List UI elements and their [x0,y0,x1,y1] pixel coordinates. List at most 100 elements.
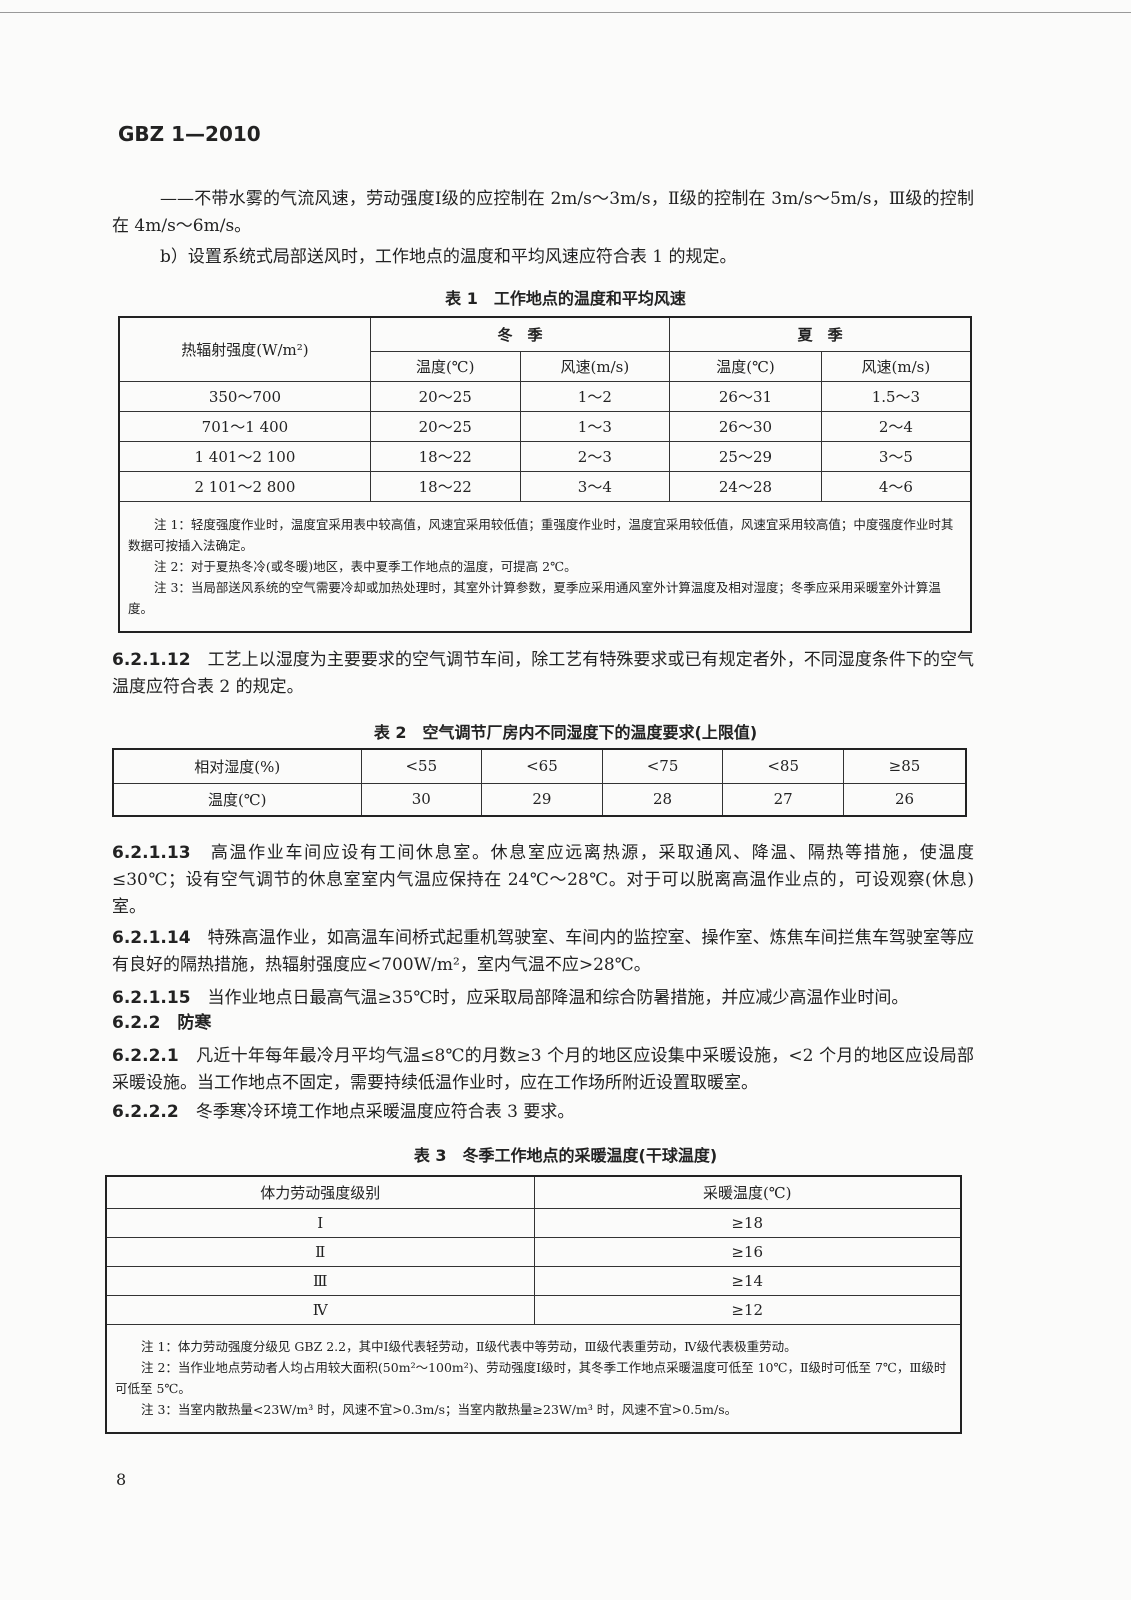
section-number: 6.2.2.2 [112,1102,179,1122]
section-6-2-1-12: 6.2.1.12 工艺上以湿度为主要要求的空气调节车间，除工艺有特殊要求或已有规… [112,647,974,701]
table3-notes: 注 1：体力劳动强度分级见 GBZ 2.2，其中Ⅰ级代表轻劳动，Ⅱ级代表中等劳动… [105,1323,962,1434]
cell: ≥14 [533,1265,962,1296]
table-row: Ⅰ ≥18 [105,1207,962,1238]
cell: 1～2 [519,380,671,412]
cell: 20～25 [369,380,521,412]
table-row: Ⅱ ≥16 [105,1236,962,1267]
note: 注 1：轻度强度作业时，温度宜采用表中较高值，风速宜采用较低值；重强度作业时，温… [128,516,954,553]
cell: 24～28 [669,470,822,502]
cell: 3～4 [519,470,671,502]
table-row: 1 401～2 100 18～22 2～3 25～29 3～5 [118,440,972,472]
table-row: Ⅳ ≥12 [105,1294,962,1325]
t1-header-winter: 冬 季 [369,316,671,352]
cell: Ⅰ [105,1207,535,1238]
note: 注 3：当室内散热量<23W/m³ 时，风速不宜>0.3m/s；当室内散热量≥2… [141,1402,738,1418]
section-6-2-2-2: 6.2.2.2 冬季寒冷环境工作地点采暖温度应符合表 3 要求。 [112,1099,974,1126]
section-number: 6.2.1.12 [112,650,191,670]
page-number: 8 [116,1470,127,1489]
note: 注 1：体力劳动强度分级见 GBZ 2.2，其中Ⅰ级代表轻劳动，Ⅱ级代表中等劳动… [141,1339,797,1355]
table3-title: 表 3 冬季工作地点的采暖温度(干球温度) [413,1146,718,1165]
cell: 701～1 400 [118,410,371,442]
t1-header-summer: 夏 季 [669,316,972,352]
header-cell: 体力劳动强度级别 [105,1175,535,1209]
cell: 2～4 [820,410,972,442]
section-text: 冬季寒冷环境工作地点采暖温度应符合表 3 要求。 [195,1102,575,1122]
cell: 18～22 [369,440,521,472]
cell: 2～3 [519,440,671,472]
paragraph-b: b）设置系统式局部送风时，工作地点的温度和平均风速应符合表 1 的规定。 [160,247,737,267]
table2: 相对湿度(%) <55 <65 <75 <85 ≥85 温度(℃) 30 29 28 27 26 [112,748,967,817]
cell: 30 [360,782,483,817]
cell: 1～3 [519,410,671,442]
cell: 2 101～2 800 [118,470,371,502]
cell: <65 [481,748,603,784]
table3: 体力劳动强度级别 采暖温度(℃) Ⅰ ≥18 Ⅱ ≥16 Ⅲ ≥14 Ⅳ ≥12 注 1：… [105,1175,962,1434]
section-6-2-1-13: 6.2.1.13 高温作业车间应设有工间休息室。休息室应远离热源，采取通风、降温… [112,840,974,921]
section-text: 工艺上以湿度为主要要求的空气调节车间，除工艺有特殊要求或已有规定者外，不同湿度条… [112,650,975,697]
cell: <55 [360,748,483,784]
section-6-2-2-1: 6.2.2.1 凡近十年每年最冷月平均气温≤8℃的月数≥3 个月的地区应设集中采… [112,1043,974,1097]
table2-title: 表 2 空气调节厂房内不同湿度下的温度要求(上限值) [373,723,758,742]
cell: ≥16 [533,1236,962,1267]
section-number: 6.2.1.14 [112,928,191,948]
table-row: 701～1 400 20～25 1～3 26～30 2～4 [118,410,972,442]
cell: Ⅲ [105,1265,535,1296]
doc-code: GBZ 1—2010 [118,122,261,146]
cell: 29 [481,782,603,817]
section-6-2-1-15: 6.2.1.15 当作业地点日最高气温≥35℃时，应采取局部降温和综合防暑措施，… [112,985,974,1012]
section-text: 当作业地点日最高气温≥35℃时，应采取局部降温和综合防暑措施，并应减少高温作业时… [207,988,909,1008]
row-label: 温度(℃) [112,782,362,817]
section-number: 6.2.1.15 [112,988,191,1008]
section-number: 6.2.2 [112,1013,161,1033]
cell: 25～29 [669,440,822,472]
note: 注 2：当作业地点劳动者人均占用较大面积(50m²～100m²)、劳动强度Ⅰ级时… [115,1360,947,1397]
paragraph-airflow: ——不带水雾的气流风速，劳动强度Ⅰ级的应控制在 2m/s～3m/s，Ⅱ级的控制在… [112,189,974,236]
cell: ≥18 [533,1207,962,1238]
cell: <75 [601,748,724,784]
table-row: Ⅲ ≥14 [105,1265,962,1296]
cell: 27 [722,782,844,817]
t1-summer-wind: 风速(m/s) [820,350,972,382]
section-text: 凡近十年每年最冷月平均气温≤8℃的月数≥3 个月的地区应设集中采暖设施，<2 个… [112,1046,974,1093]
cell: 26～31 [669,380,822,412]
note: 注 3：当局部送风系统的空气需要冷却或加热处理时，其室外计算参数，夏季应采用通风… [128,579,941,616]
row-label: 相对湿度(%) [112,748,362,784]
cell: ≥85 [843,748,967,784]
cell: Ⅳ [105,1294,535,1325]
cell: 3～5 [820,440,972,472]
section-number: 6.2.2.1 [112,1046,179,1066]
section-6-2-2: 6.2.2 防寒 [112,1010,974,1037]
cell: 1.5～3 [820,380,972,412]
section-text: 高温作业车间应设有工间休息室。休息室应远离热源，采取通风、降温、隔热等措施，使温… [112,843,975,917]
section-heading: 防寒 [177,1013,212,1033]
table-row: 相对湿度(%) <55 <65 <75 <85 ≥85 [112,748,967,784]
t1-winter-temp: 温度(℃) [369,350,521,382]
cell: 4～6 [820,470,972,502]
cell: 26 [843,782,967,817]
table-header-row: 体力劳动强度级别 采暖温度(℃) [105,1175,962,1209]
t1-summer-temp: 温度(℃) [669,350,822,382]
section-text: 特殊高温作业，如高温车间桥式起重机驾驶室、车间内的监控室、操作室、炼焦车间拦焦车… [112,928,975,975]
cell: 28 [601,782,724,817]
cell: 20～25 [369,410,521,442]
note: 注 2：对于夏热冬冷(或冬暖)地区，表中夏季工作地点的温度，可提高 2℃。 [154,558,577,574]
table-row: 2 101～2 800 18～22 3～4 24～28 4～6 [118,470,972,502]
section-6-2-1-14: 6.2.1.14 特殊高温作业，如高温车间桥式起重机驾驶室、车间内的监控室、操作… [112,925,974,979]
cell: 26～30 [669,410,822,442]
header-cell: 采暖温度(℃) [533,1175,962,1209]
table-row: 350～700 20～25 1～2 26～31 1.5～3 [118,380,972,412]
cell: 350～700 [118,380,371,412]
t1-winter-wind: 风速(m/s) [519,350,671,382]
table1-title: 表 1 工作地点的温度和平均风速 [445,289,686,308]
cell: 18～22 [369,470,521,502]
t1-header-radiation: 热辐射强度(W/m²) [118,316,371,382]
table1: 热辐射强度(W/m²) 冬 季 夏 季 温度(℃) 风速(m/s) 温度(℃) … [118,316,972,633]
cell: <85 [722,748,844,784]
cell: Ⅱ [105,1236,535,1267]
cell: 1 401～2 100 [118,440,371,472]
section-number: 6.2.1.13 [112,843,191,863]
table1-notes: 注 1：轻度强度作业时，温度宜采用表中较高值，风速宜采用较低值；重强度作业时，温… [118,500,972,633]
table-row: 温度(℃) 30 29 28 27 26 [112,782,967,817]
cell: ≥12 [533,1294,962,1325]
